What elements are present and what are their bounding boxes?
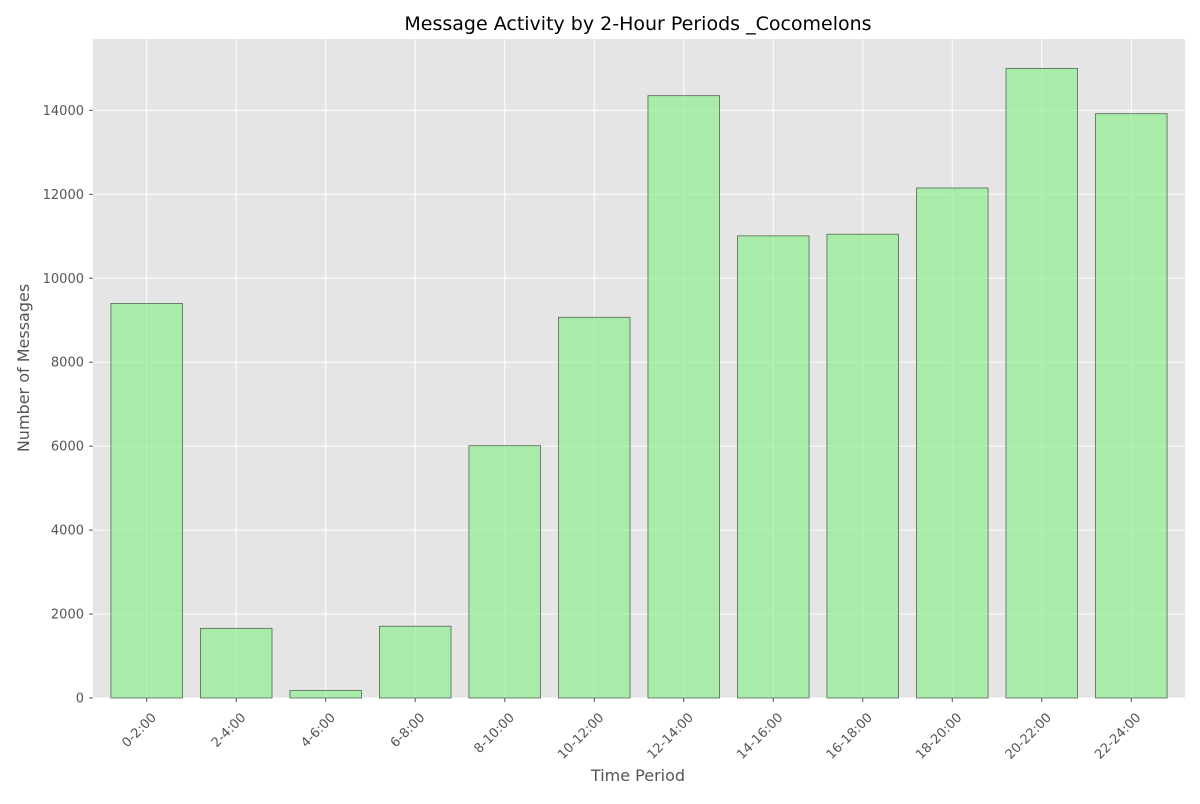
bars: [110, 67, 1168, 699]
x-tick-label: 22-24:00: [1092, 710, 1144, 762]
bar-0-2:00: [110, 303, 183, 699]
x-tick-labels: 0-2:00 2-4:00 4-6:00 6-8:00 8-10:00 10-12:00 1…: [119, 698, 1144, 763]
y-tick-label: 10000: [43, 272, 84, 287]
x-tick-label: 12-14:00: [645, 710, 697, 762]
bar-2-4:00: [200, 627, 273, 699]
bar-12-14:00: [647, 95, 720, 699]
x-tick-label: 16-18:00: [824, 710, 876, 762]
x-tick-label: 10-12:00: [555, 710, 607, 762]
y-tick-label: 14000: [43, 104, 84, 119]
plot-area: [93, 39, 1185, 698]
x-axis-label: Time Period: [590, 766, 685, 785]
x-tick-label: 14-16:00: [734, 710, 786, 762]
x-tick-label: 0-2:00: [119, 710, 159, 750]
bar-10-12:00: [558, 316, 631, 699]
bar-6-8:00: [379, 625, 452, 699]
bar-20-22:00: [1005, 67, 1078, 699]
x-tick-label: 4-6:00: [298, 710, 338, 750]
x-tick-label: 8-10:00: [472, 710, 518, 756]
bar-14-16:00: [737, 235, 810, 699]
y-axis-label: Number of Messages: [14, 284, 33, 452]
chart-title: Message Activity by 2-Hour Periods _Coco…: [404, 13, 871, 35]
bar-22-24:00: [1095, 113, 1168, 699]
x-tick-label: 6-8:00: [388, 710, 428, 750]
y-tick-label: 6000: [51, 440, 84, 455]
bar-4-6:00: [289, 690, 362, 699]
x-tick-label: 18-20:00: [913, 710, 965, 762]
bar-8-10:00: [468, 445, 541, 699]
y-tick-label: 0: [76, 692, 84, 707]
y-tick-label: 8000: [51, 356, 84, 371]
bar-18-20:00: [916, 187, 989, 699]
y-tick-label: 2000: [51, 608, 84, 623]
y-tick-label: 12000: [43, 188, 84, 203]
x-tick-label: 20-22:00: [1003, 710, 1055, 762]
y-tick-labels: 0 2000 4000 6000 8000 10000 12000 14000: [43, 104, 93, 707]
bar-16-18:00: [826, 233, 899, 699]
x-tick-label: 2-4:00: [209, 710, 249, 750]
y-tick-label: 4000: [51, 524, 84, 539]
